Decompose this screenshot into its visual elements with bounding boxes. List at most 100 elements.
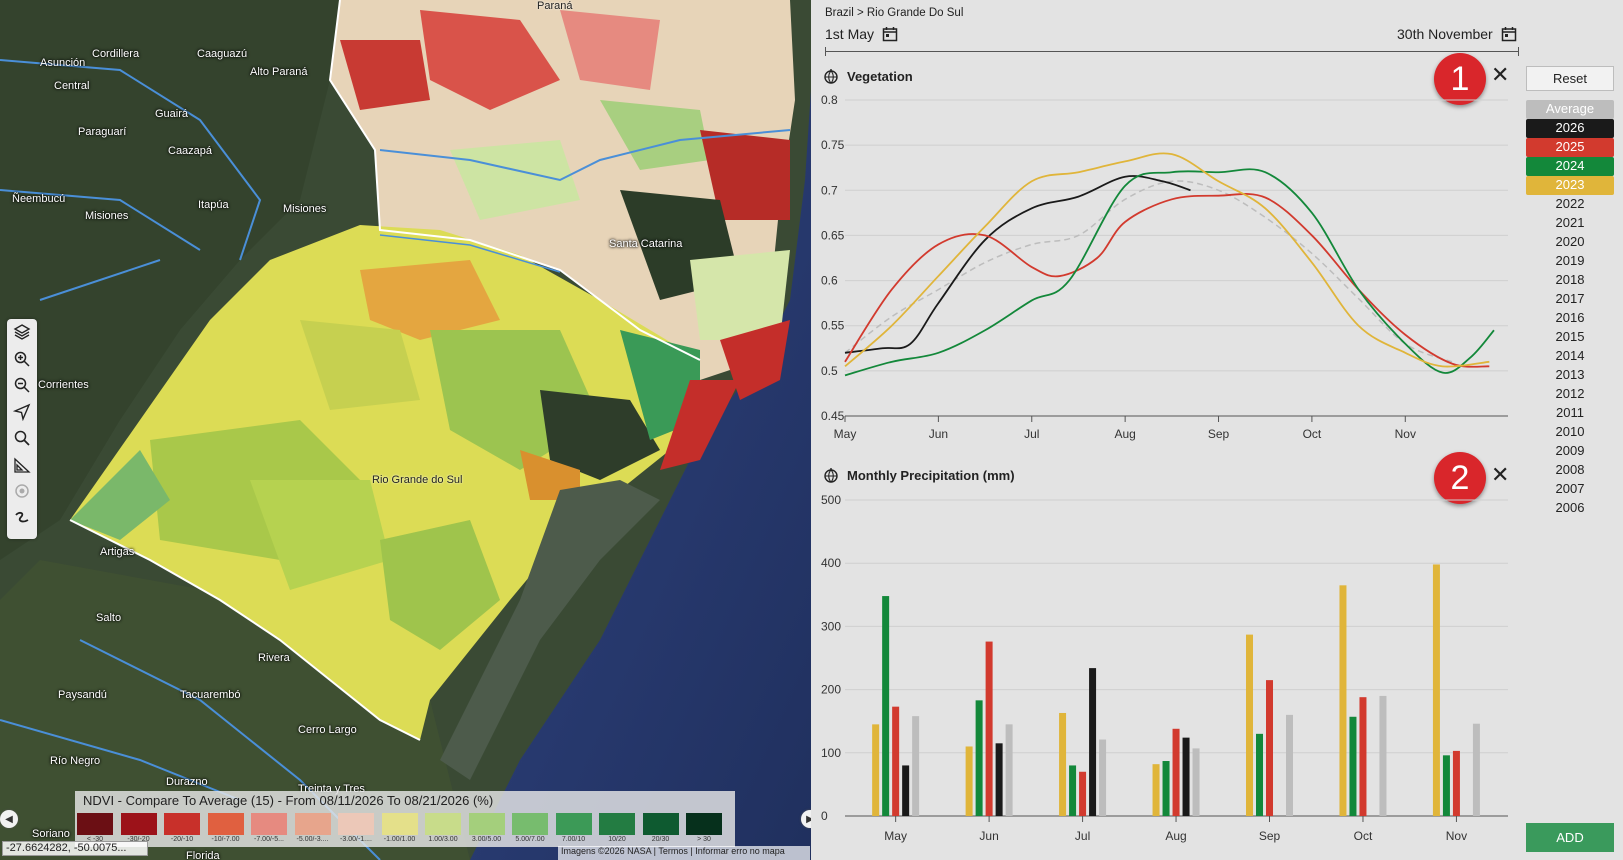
y-tick-label: 0.6 <box>821 274 838 288</box>
bar-2023 <box>1432 564 1440 816</box>
bar-2025 <box>985 641 993 816</box>
x-tick-label: Aug <box>1165 829 1186 843</box>
vegetation-chart[interactable]: 0.8 0.75 0.7 0.65 0.6 0.55 0.5 0.45 May Jun Jul Aug… <box>811 88 1511 448</box>
year-option[interactable]: Average <box>1526 100 1614 119</box>
year-option[interactable]: 2008 <box>1555 462 1585 477</box>
bar-2024 <box>1069 765 1077 816</box>
year-option[interactable]: 2018 <box>1555 272 1585 287</box>
map-label: Misiones <box>85 210 129 222</box>
legend-label: 20/30 <box>651 836 670 843</box>
breadcrumb[interactable]: Brazil > Rio Grande Do Sul <box>825 7 964 19</box>
legend-label: < -30 <box>86 836 104 843</box>
y-tick-label: 0 <box>821 809 828 823</box>
target-icon[interactable] <box>7 478 37 505</box>
year-option[interactable]: 2017 <box>1555 291 1585 306</box>
year-option[interactable]: 2015 <box>1555 329 1585 344</box>
bar-2025 <box>1359 697 1367 816</box>
locate-icon[interactable] <box>7 399 37 426</box>
map-label: Paraguarí <box>78 126 127 138</box>
year-option[interactable]: 2007 <box>1555 481 1585 496</box>
map-label: Cordillera <box>92 48 140 60</box>
bar-2026 <box>902 765 910 816</box>
map-label: Corrientes <box>38 379 89 391</box>
zoom-out-icon[interactable] <box>7 372 37 399</box>
map-label: Tacuarembó <box>180 689 241 701</box>
legend-swatch <box>642 813 679 835</box>
map-label: Artigas <box>100 546 135 558</box>
legend-swatch <box>164 813 200 835</box>
legend-label: 3.00/5.00 <box>471 836 502 843</box>
bar-2023 <box>1059 712 1067 816</box>
map-label: Guairá <box>155 108 189 120</box>
legend-label: -20/-10 <box>170 836 194 843</box>
date-range-slider[interactable] <box>825 47 1519 56</box>
year-option[interactable]: 2026 <box>1526 119 1614 138</box>
expand-right-icon[interactable]: ▶ <box>801 810 811 828</box>
calendar-icon[interactable] <box>1501 26 1517 42</box>
date-end-picker[interactable]: 30th November <box>1397 26 1517 42</box>
map-attribution: Imagens ©2026 NASA | Termos | Informar e… <box>558 846 810 860</box>
legend-swatch <box>468 813 505 835</box>
year-option[interactable]: 2023 <box>1526 176 1614 195</box>
collapse-left-icon[interactable]: ◀ <box>0 810 18 828</box>
y-tick-label: 300 <box>821 619 841 633</box>
year-option[interactable]: 2025 <box>1526 138 1614 157</box>
year-option[interactable]: 2012 <box>1555 386 1585 401</box>
bar-2026 <box>1089 668 1097 816</box>
year-option[interactable]: 2021 <box>1555 215 1585 230</box>
legend-label: 7.00/10 <box>561 836 586 843</box>
year-option[interactable]: 2009 <box>1555 443 1585 458</box>
legend-swatch <box>207 813 244 835</box>
bar-2023 <box>1339 585 1347 816</box>
map-label: Central <box>54 80 90 92</box>
bar-2023 <box>1152 764 1160 816</box>
analysis-panel: Brazil > Rio Grande Do Sul 1st May 30th … <box>811 0 1623 860</box>
add-button[interactable]: ADD <box>1526 823 1614 852</box>
map-label: Alto Paraná <box>250 66 308 78</box>
y-tick-label: 500 <box>821 493 841 507</box>
globe-icon[interactable] <box>823 467 839 483</box>
precipitation-chart[interactable]: 500 400 300 200 100 0 May Jun Jul Aug Sep Oct Nov <box>811 488 1511 858</box>
legend-swatch <box>686 813 722 835</box>
year-option[interactable]: 2014 <box>1555 348 1585 363</box>
year-option[interactable]: 2006 <box>1555 500 1585 515</box>
year-option[interactable]: 2016 <box>1555 310 1585 325</box>
date-start-picker[interactable]: 1st May <box>825 26 898 42</box>
year-option[interactable]: 2019 <box>1555 253 1585 268</box>
zoom-in-icon[interactable] <box>7 346 37 373</box>
search-icon[interactable] <box>7 425 37 452</box>
map-label: Santa Catarina <box>609 238 683 250</box>
draw-icon[interactable] <box>7 505 37 532</box>
legend-label: -3.00/-1.... <box>340 836 372 843</box>
year-option[interactable]: 2020 <box>1555 234 1585 249</box>
reset-button[interactable]: Reset <box>1526 66 1614 91</box>
legend-swatch <box>599 813 635 835</box>
year-option[interactable]: 2011 <box>1556 405 1584 420</box>
year-option[interactable]: 2024 <box>1526 157 1614 176</box>
year-option[interactable]: 2013 <box>1555 367 1585 382</box>
layers-icon[interactable] <box>7 319 37 346</box>
map-canvas[interactable] <box>0 0 811 860</box>
legend-label: 1.00/3.00 <box>428 836 458 843</box>
legend-swatch <box>425 813 461 835</box>
year-option[interactable]: 2010 <box>1555 424 1585 439</box>
close-icon[interactable]: ✕ <box>1491 62 1510 87</box>
year-option[interactable]: 2022 <box>1555 196 1585 211</box>
legend-label: -1.00/1.00 <box>383 836 416 843</box>
calendar-icon[interactable] <box>882 26 898 42</box>
bar-average <box>1286 714 1294 816</box>
precipitation-chart-title: Monthly Precipitation (mm) <box>847 467 1015 483</box>
bar-2024 <box>1349 716 1357 816</box>
legend-swatch <box>77 813 113 835</box>
map-label: Rivera <box>258 652 290 664</box>
x-tick-label: Nov <box>1395 427 1416 441</box>
close-icon[interactable]: ✕ <box>1491 462 1510 487</box>
x-tick-label: Aug <box>1114 427 1135 441</box>
map-view[interactable]: Paraná Cordillera Caaguazú Asunción Cent… <box>0 0 811 860</box>
y-tick-label: 0.5 <box>821 364 838 378</box>
y-tick-label: 0.7 <box>821 183 838 197</box>
globe-icon[interactable] <box>823 68 839 84</box>
legend-swatch <box>338 813 374 835</box>
measure-icon[interactable] <box>7 452 37 479</box>
